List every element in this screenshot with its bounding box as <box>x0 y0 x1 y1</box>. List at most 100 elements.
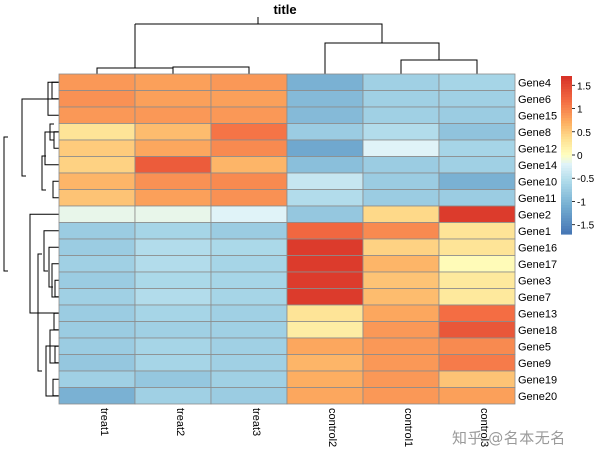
legend-swatch <box>561 115 572 119</box>
heatmap-cell <box>286 255 364 273</box>
heatmap-cell <box>58 271 136 289</box>
legend-swatch <box>561 104 572 109</box>
heatmap-cell <box>438 90 516 108</box>
heatmap-cell <box>58 139 136 157</box>
heatmap-cell <box>362 288 440 306</box>
heatmap-cell <box>286 189 364 207</box>
row-label: Gene9 <box>518 358 551 370</box>
row-dendrogram <box>3 81 59 397</box>
heatmap-cell <box>58 337 136 355</box>
row-label: Gene4 <box>518 77 551 89</box>
legend-swatch <box>561 102 572 106</box>
heatmap-cell <box>362 255 440 273</box>
legend-swatch <box>561 107 572 111</box>
heatmap-cell <box>438 255 516 273</box>
watermark-text: 知乎 @名本无名 <box>452 429 566 447</box>
row-label: Gene19 <box>518 374 557 386</box>
heatmap-cell <box>58 304 136 322</box>
legend-swatch <box>561 220 572 225</box>
heatmap-cell <box>438 156 516 174</box>
heatmap-cell <box>210 73 288 91</box>
heatmap-cell <box>58 205 136 223</box>
legend-swatch <box>561 228 572 232</box>
heatmap-cell <box>438 205 516 223</box>
heatmap-cell <box>58 106 136 124</box>
heatmap-cell <box>58 123 136 141</box>
legend-swatch <box>561 157 572 161</box>
legend-swatch <box>561 176 572 180</box>
heatmap-cell <box>134 73 212 91</box>
heatmap-cell <box>210 139 288 157</box>
dendrogram-branch <box>51 263 59 298</box>
row-label: Gene14 <box>518 160 557 172</box>
heatmap-cell <box>362 123 440 141</box>
legend-swatch <box>561 123 572 127</box>
heatmap-cell <box>134 271 212 289</box>
heatmap-cell <box>210 255 288 273</box>
heatmap-cell <box>438 321 516 339</box>
heatmap-cell <box>134 90 212 108</box>
legend-swatch <box>561 215 572 219</box>
dendrogram-branch <box>52 378 59 397</box>
legend-swatch <box>561 218 572 222</box>
heatmap-cell <box>438 271 516 289</box>
heatmap-cell <box>210 354 288 372</box>
heatmap-cell <box>210 222 288 240</box>
heatmap-cell <box>438 387 516 405</box>
heatmap-cell <box>58 172 136 190</box>
heatmap-cell <box>286 387 364 405</box>
legend-swatch <box>561 91 572 96</box>
legend-swatch <box>561 207 572 211</box>
heatmap-cell <box>438 288 516 306</box>
dendrogram-branch <box>45 345 59 397</box>
heatmap-cell <box>362 222 440 240</box>
legend-swatch <box>561 162 572 167</box>
legend-swatch <box>561 210 572 214</box>
row-label: Gene1 <box>518 226 551 238</box>
row-label: Gene8 <box>518 127 551 139</box>
heatmap-cell <box>210 387 288 405</box>
heatmap-cell <box>210 271 288 289</box>
legend-tick-label: 1.5 <box>577 81 591 92</box>
heatmap-cell <box>134 288 212 306</box>
column-label: treat3 <box>250 408 262 436</box>
legend-swatch <box>561 160 572 164</box>
heatmap-cell <box>286 73 364 91</box>
legend-swatch <box>561 94 572 98</box>
legend-swatch <box>561 139 572 143</box>
heatmap-cell <box>134 238 212 256</box>
heatmap-cell <box>58 73 136 91</box>
heatmap-cell <box>134 387 212 405</box>
dendrogram-branch <box>3 136 8 272</box>
legend-swatch <box>561 118 572 122</box>
heatmap-cell <box>362 139 440 157</box>
heatmap-cell <box>210 172 288 190</box>
row-label: Gene12 <box>518 143 557 155</box>
legend-swatch <box>561 86 572 90</box>
heatmap-cell <box>438 238 516 256</box>
dendrogram-branch <box>48 246 59 288</box>
heatmap-cell <box>362 321 440 339</box>
heatmap-cell <box>134 106 212 124</box>
dendrogram-branch <box>54 279 59 298</box>
heatmap-cell <box>134 139 212 157</box>
legend-swatch <box>561 149 572 153</box>
heatmap-cell <box>286 139 364 157</box>
column-label: treat2 <box>174 408 186 436</box>
heatmap-cell <box>438 106 516 124</box>
heatmap-cell <box>58 387 136 405</box>
heatmap-cell <box>286 271 364 289</box>
dendrogram-branch <box>52 180 59 199</box>
legend-swatch <box>561 189 572 193</box>
heatmap-cell <box>362 90 440 108</box>
legend-swatch <box>561 194 572 198</box>
color-legend: 1.5 1 0.5 0 -0.5 -1 -1.5 <box>561 76 595 235</box>
heatmap-cell <box>134 156 212 174</box>
legend-swatch <box>561 133 572 138</box>
heatmap-cell <box>210 238 288 256</box>
heatmap-cell <box>134 321 212 339</box>
legend-swatch <box>561 152 572 156</box>
heatmap-cell <box>286 370 364 388</box>
row-label: Gene20 <box>518 391 557 403</box>
